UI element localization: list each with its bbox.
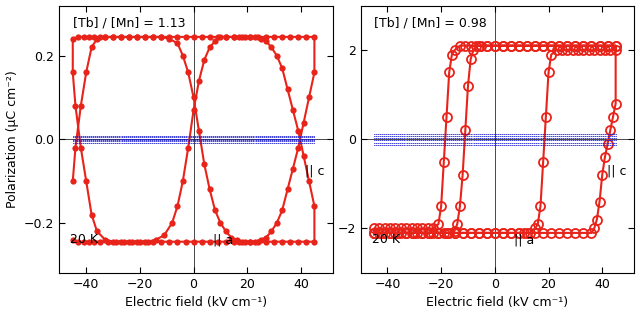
Text: 20 K: 20 K (70, 233, 99, 246)
Text: || a: || a (514, 233, 534, 246)
X-axis label: Electric field (kV cm⁻¹): Electric field (kV cm⁻¹) (125, 296, 268, 309)
Text: [Tb] / [Mn] = 0.98: [Tb] / [Mn] = 0.98 (374, 16, 487, 29)
Text: [Tb] / [Mn] = 1.13: [Tb] / [Mn] = 1.13 (73, 16, 186, 29)
Text: || a: || a (212, 233, 233, 246)
Text: || c: || c (305, 165, 325, 178)
Text: 20 K: 20 K (372, 233, 399, 246)
Text: || c: || c (607, 165, 626, 178)
Y-axis label: Polarization (μC cm⁻²): Polarization (μC cm⁻²) (6, 71, 19, 208)
X-axis label: Electric field (kV cm⁻¹): Electric field (kV cm⁻¹) (426, 296, 568, 309)
